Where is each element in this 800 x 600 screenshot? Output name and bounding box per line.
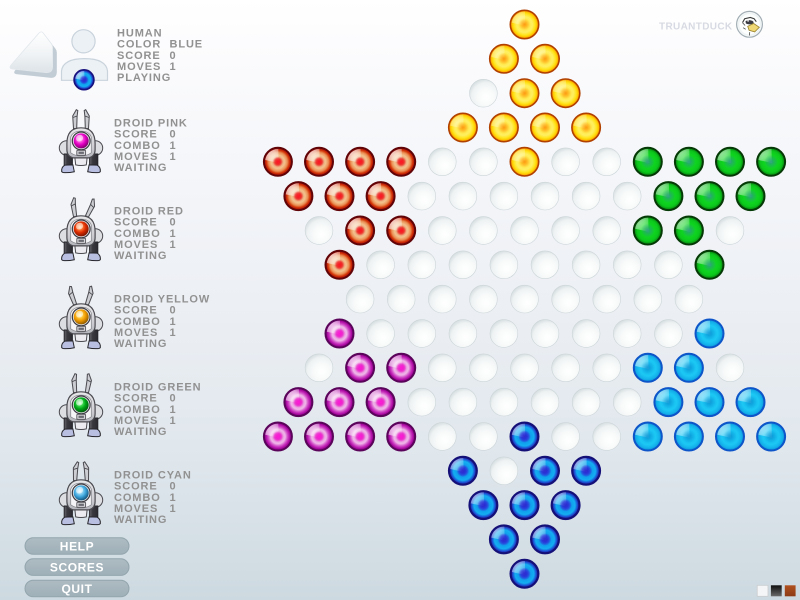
svg-text:WAITING: WAITING <box>114 514 167 526</box>
svg-text:SCORE: SCORE <box>117 50 161 62</box>
svg-text:BLUE: BLUE <box>170 39 204 51</box>
svg-text:1: 1 <box>170 140 177 152</box>
svg-text:DROID PINK: DROID PINK <box>114 118 188 130</box>
svg-text:SCORE: SCORE <box>114 393 158 405</box>
svg-text:0: 0 <box>170 129 177 141</box>
svg-text:WAITING: WAITING <box>114 338 167 350</box>
svg-text:0: 0 <box>170 393 177 405</box>
svg-text:SCORE: SCORE <box>114 305 158 317</box>
svg-text:HUMAN: HUMAN <box>117 28 162 40</box>
svg-text:0: 0 <box>170 305 177 317</box>
svg-text:1: 1 <box>170 415 177 427</box>
svg-text:PLAYING: PLAYING <box>117 72 171 84</box>
svg-text:WAITING: WAITING <box>114 250 167 262</box>
svg-text:0: 0 <box>170 50 177 62</box>
svg-text:TRUANTDUCK: TRUANTDUCK <box>659 21 733 32</box>
svg-text:MOVES: MOVES <box>114 503 158 515</box>
svg-text:MOVES: MOVES <box>114 151 158 163</box>
svg-text:0: 0 <box>170 481 177 493</box>
svg-text:HELP: HELP <box>60 539 94 553</box>
svg-text:MOVES: MOVES <box>114 415 158 427</box>
svg-text:MOVES: MOVES <box>114 327 158 339</box>
svg-text:QUIT: QUIT <box>61 582 92 596</box>
svg-text:1: 1 <box>170 228 177 240</box>
svg-text:SCORES: SCORES <box>50 561 104 575</box>
svg-text:COMBO: COMBO <box>114 316 161 328</box>
svg-text:1: 1 <box>170 151 177 163</box>
svg-text:1: 1 <box>170 239 177 251</box>
svg-text:1: 1 <box>170 404 177 416</box>
svg-text:1: 1 <box>170 61 177 73</box>
svg-text:1: 1 <box>170 503 177 515</box>
svg-text:COMBO: COMBO <box>114 140 161 152</box>
svg-text:1: 1 <box>170 327 177 339</box>
svg-text:SCORE: SCORE <box>114 129 158 141</box>
svg-text:DROID GREEN: DROID GREEN <box>114 382 202 394</box>
svg-text:COMBO: COMBO <box>114 228 161 240</box>
svg-text:0: 0 <box>170 217 177 229</box>
svg-text:WAITING: WAITING <box>114 162 167 174</box>
svg-text:1: 1 <box>170 316 177 328</box>
svg-text:DROID YELLOW: DROID YELLOW <box>114 294 210 306</box>
svg-text:SCORE: SCORE <box>114 217 158 229</box>
svg-text:MOVES: MOVES <box>114 239 158 251</box>
svg-text:COMBO: COMBO <box>114 404 161 416</box>
svg-text:WAITING: WAITING <box>114 426 167 438</box>
svg-text:MOVES: MOVES <box>117 61 161 73</box>
svg-text:COLOR: COLOR <box>117 39 161 51</box>
svg-text:1: 1 <box>170 492 177 504</box>
svg-text:COMBO: COMBO <box>114 492 161 504</box>
svg-text:DROID CYAN: DROID CYAN <box>114 470 192 482</box>
svg-text:DROID RED: DROID RED <box>114 206 184 218</box>
svg-text:SCORE: SCORE <box>114 481 158 493</box>
